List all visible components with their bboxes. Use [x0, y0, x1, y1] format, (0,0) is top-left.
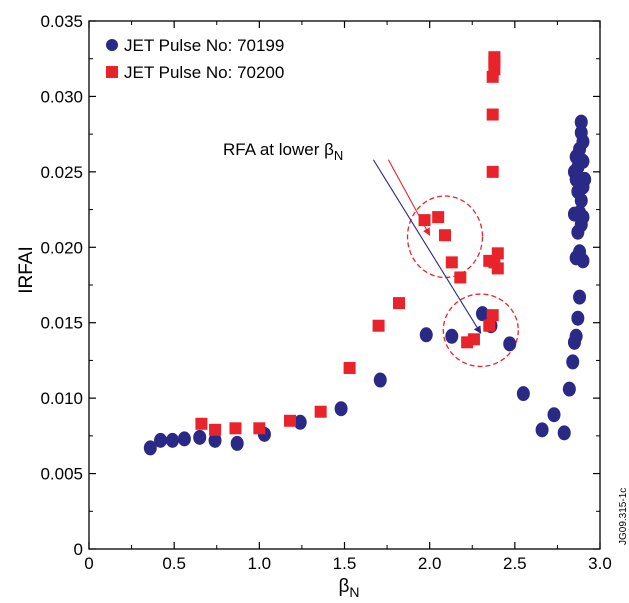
legend-marker-70199: [106, 39, 118, 51]
annotation-text: RFA at lower βN: [223, 140, 343, 163]
data-point-70200: [418, 214, 431, 227]
y-tick-label: 0.035: [40, 12, 83, 31]
data-point-70199: [573, 289, 587, 305]
annotation-arrows: [372, 159, 482, 334]
data-point-70199: [154, 432, 168, 448]
data-point-70199: [574, 125, 588, 141]
data-point-70200: [432, 211, 445, 224]
highlight-circles: [406, 195, 519, 368]
x-axis-title: βN: [338, 576, 359, 600]
data-points: [143, 51, 592, 456]
y-tick-label: 0.025: [40, 163, 83, 182]
data-point-70200: [393, 297, 406, 310]
data-point-70200: [372, 319, 385, 332]
data-point-70200: [486, 165, 499, 178]
data-point-70199: [373, 372, 387, 388]
x-tick-label: 1.5: [333, 554, 357, 573]
data-point-70199: [165, 432, 179, 448]
data-point-70199: [334, 401, 348, 417]
y-tick-label: 0.030: [40, 87, 83, 106]
data-point-70199: [569, 328, 583, 344]
annotation-text-subscript: N: [334, 148, 343, 163]
data-point-70199: [535, 422, 549, 438]
data-point-70200: [467, 333, 480, 346]
data-point-70199: [193, 429, 207, 445]
data-point-70199: [475, 306, 489, 322]
legend-marker-70200: [106, 66, 118, 78]
x-tick-label: 3.0: [588, 554, 612, 573]
data-point-70200: [491, 262, 504, 275]
data-point-70200: [445, 256, 458, 269]
data-point-70200: [454, 271, 467, 284]
data-point-70200: [209, 423, 222, 436]
annotation-text-main: RFA at lower β: [223, 140, 334, 159]
x-tick-label: 0: [84, 554, 93, 573]
figure-id: JG09.315-1c: [618, 488, 629, 545]
data-point-70199: [574, 114, 588, 130]
data-point-70200: [229, 422, 242, 435]
data-point-70200: [195, 417, 208, 430]
data-point-70199: [562, 381, 576, 397]
y-tick-label: 0.005: [40, 465, 83, 484]
data-point-70199: [419, 327, 433, 343]
axis-ticks: 0 0.5 1.0 1.5 2.0 2.5 3.0 0 0.005 0.010 0.015 0.020…: [40, 12, 611, 573]
data-point-70199: [293, 414, 307, 430]
data-point-70199: [143, 440, 157, 456]
x-axis-title-main: β: [338, 576, 349, 597]
data-point-70199: [571, 310, 585, 326]
data-point-70199: [573, 205, 587, 221]
y-tick-label: 0.010: [40, 389, 83, 408]
data-point-70199: [566, 354, 580, 370]
y-tick-label: 0.015: [40, 314, 83, 333]
legend: JET Pulse No: 70199 JET Pulse No: 70200: [106, 36, 284, 82]
highlight-circle: [442, 293, 519, 368]
data-point-70199: [503, 336, 517, 352]
data-point-70199: [177, 431, 191, 447]
annotation-arrow-blue: [372, 159, 482, 334]
plot-frame: [88, 20, 601, 550]
y-tick-label: 0: [74, 540, 83, 559]
data-point-70200: [438, 229, 451, 242]
data-point-70199: [230, 435, 244, 451]
legend-label-70200: JET Pulse No: 70200: [124, 63, 284, 82]
data-point-70199: [445, 328, 459, 344]
data-point-70200: [491, 247, 504, 260]
data-point-70200: [486, 108, 499, 121]
data-point-70200: [283, 414, 296, 427]
x-tick-label: 2.0: [418, 554, 442, 573]
data-point-70199: [578, 171, 592, 187]
data-point-70200: [314, 405, 327, 418]
data-point-70200: [343, 361, 356, 374]
x-axis-title-subscript: N: [349, 584, 359, 600]
x-tick-label: 1.0: [248, 554, 272, 573]
x-tick-label: 0.5: [162, 554, 186, 573]
data-point-70199: [208, 432, 222, 448]
data-point-70199: [547, 407, 561, 423]
highlight-circle: [406, 195, 484, 279]
x-tick-label: 2.5: [503, 554, 527, 573]
data-point-70199: [576, 253, 590, 269]
data-point-70199: [516, 386, 530, 402]
y-axis-title: IRFAI: [16, 246, 37, 294]
chart-axes: [88, 20, 601, 550]
data-point-70200: [253, 422, 266, 435]
data-point-70200: [483, 319, 496, 332]
data-point-70200: [488, 51, 501, 64]
data-point-70200: [486, 309, 499, 322]
y-tick-label: 0.020: [40, 238, 83, 257]
data-point-70199: [557, 425, 571, 441]
legend-label-70199: JET Pulse No: 70199: [124, 36, 284, 55]
